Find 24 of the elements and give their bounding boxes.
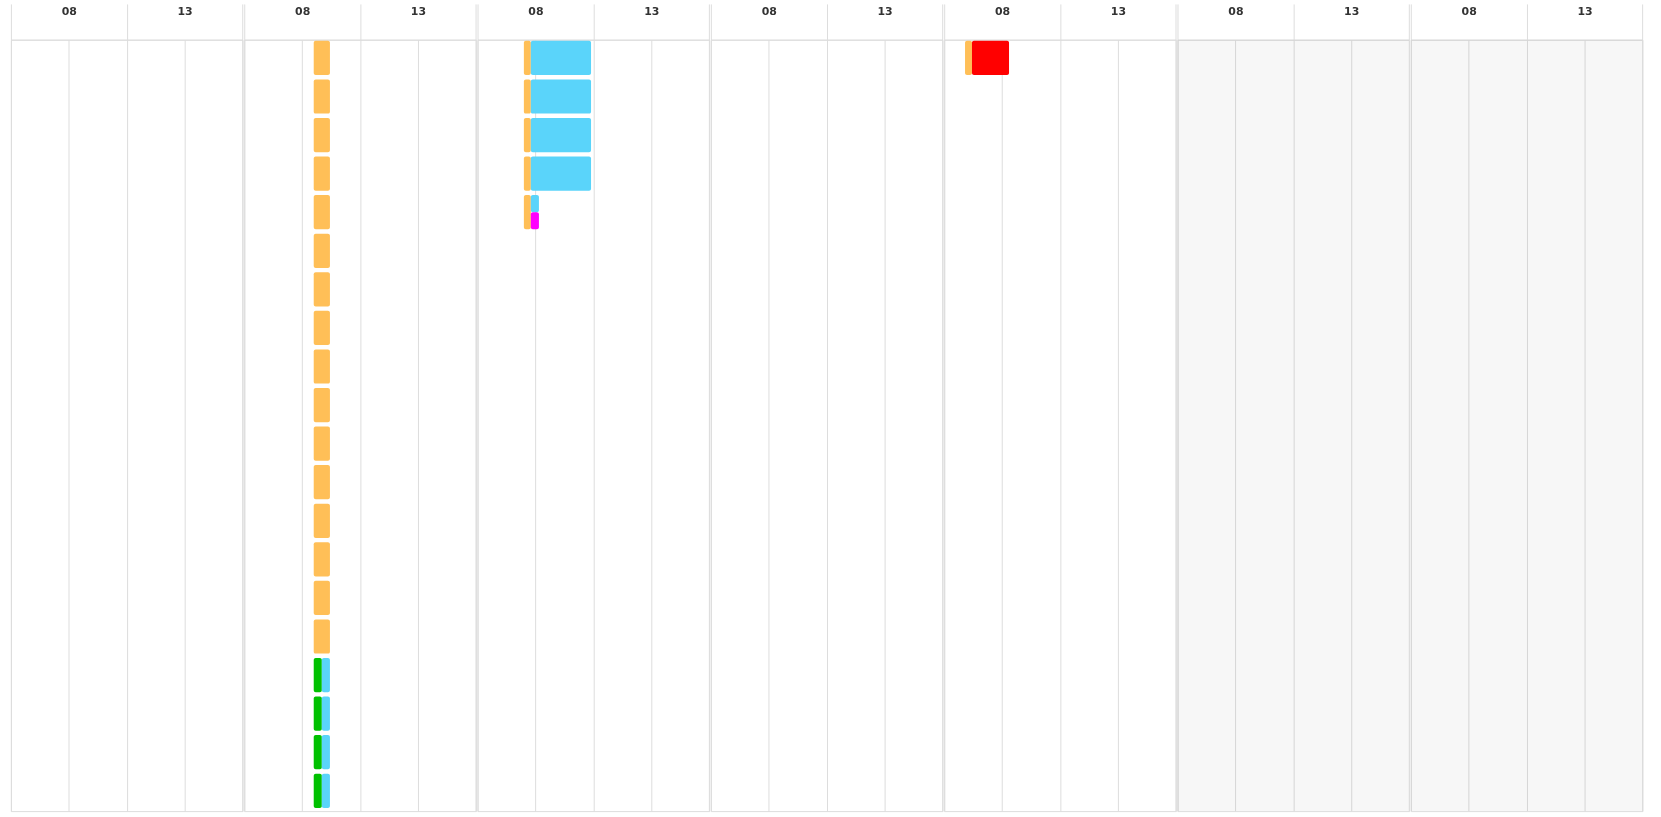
bar	[530, 117, 592, 153]
x-tick-label: 13	[1344, 5, 1360, 19]
bar	[523, 195, 531, 230]
bar	[523, 79, 531, 114]
x-tick-label: 08	[994, 5, 1011, 19]
x-tick-label: 08	[1228, 5, 1244, 19]
x-tick-label: 08	[761, 5, 777, 19]
x-tick-label: 13	[177, 5, 193, 19]
bar	[530, 40, 592, 76]
bar	[523, 117, 531, 153]
x-tick-label: 13	[410, 5, 427, 19]
x-tick-label: 13	[1577, 5, 1593, 19]
bar	[530, 212, 539, 230]
bar	[523, 40, 531, 76]
x-tick-label: 13	[1110, 5, 1126, 19]
bar	[523, 156, 531, 191]
bar	[530, 156, 592, 191]
x-tick-label: 08	[1461, 5, 1477, 19]
bar	[530, 79, 592, 114]
x-tick-label: 13	[877, 5, 893, 19]
x-tick-label: 08	[61, 5, 77, 19]
x-tick-label: 08	[295, 5, 311, 19]
x-tick-label: 08	[528, 5, 544, 19]
x-tick-label: 13	[644, 5, 660, 19]
